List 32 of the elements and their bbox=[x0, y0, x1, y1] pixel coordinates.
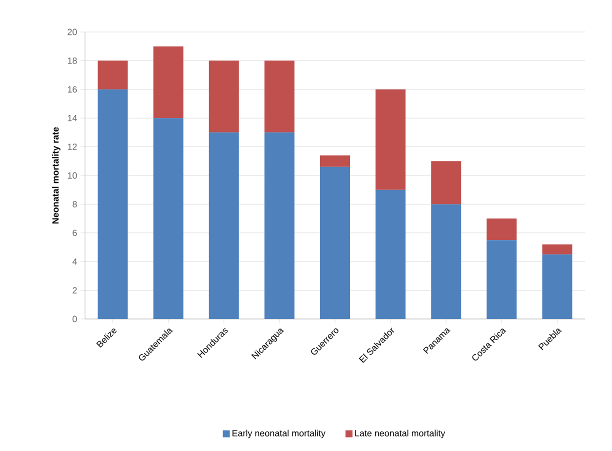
bar bbox=[542, 244, 572, 254]
bar bbox=[208, 132, 239, 319]
y-tick-label: 16 bbox=[68, 86, 77, 93]
bar bbox=[264, 60, 294, 132]
bar bbox=[264, 132, 294, 319]
y-axis-title: Neonatal mortality rate bbox=[52, 127, 60, 224]
bar bbox=[320, 155, 350, 167]
bar bbox=[486, 218, 517, 240]
y-tick-label: 8 bbox=[72, 201, 77, 208]
bar bbox=[542, 254, 572, 319]
y-tick-label: 12 bbox=[68, 144, 77, 150]
bar bbox=[98, 89, 128, 319]
y-tick-label: 6 bbox=[72, 230, 77, 236]
bar bbox=[208, 60, 239, 132]
y-tick-label: 2 bbox=[72, 287, 77, 294]
legend-label: Early neonatal mortality bbox=[232, 430, 326, 438]
bar bbox=[376, 89, 406, 190]
y-tick-label: 18 bbox=[68, 58, 77, 64]
legend-label: Late neonatal mortality bbox=[355, 430, 446, 438]
bar bbox=[431, 161, 462, 204]
bar bbox=[320, 166, 350, 319]
bar bbox=[153, 118, 184, 319]
y-tick-label: 4 bbox=[72, 258, 77, 265]
y-tick-label: 14 bbox=[68, 115, 77, 122]
bar bbox=[431, 204, 462, 319]
y-tick-label: 10 bbox=[68, 172, 77, 179]
bar bbox=[486, 240, 517, 319]
y-tick-label: 20 bbox=[68, 28, 77, 36]
bar bbox=[376, 190, 406, 319]
y-tick-label: 0 bbox=[72, 316, 77, 322]
bar bbox=[153, 46, 184, 118]
bar bbox=[98, 60, 128, 90]
